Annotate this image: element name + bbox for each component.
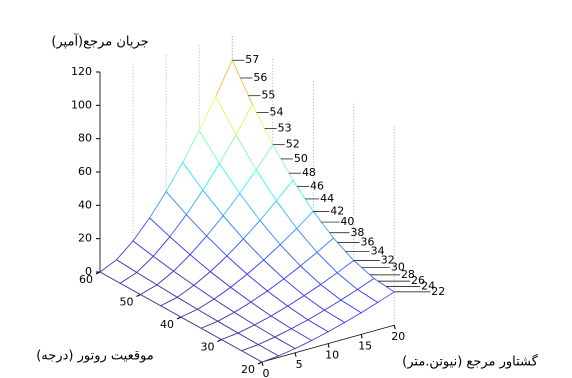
- edge-label: 36: [361, 236, 375, 249]
- edge-label: 50: [294, 152, 308, 165]
- y-tick-label: 50: [120, 296, 134, 309]
- z-tick-label: 100: [71, 98, 92, 111]
- edge-label: 38: [350, 226, 364, 239]
- z-tick-label: 20: [78, 232, 92, 245]
- edge-label: 54: [270, 106, 284, 119]
- edge-label: 30: [391, 261, 405, 274]
- edge-label: 55: [261, 89, 275, 102]
- x-tick-label: 10: [325, 349, 339, 362]
- edge-label: 46: [310, 180, 324, 193]
- x-tick: [360, 334, 363, 339]
- z-tick-label: 60: [78, 165, 92, 178]
- edge-label: 28: [401, 268, 415, 281]
- x-tick: [327, 343, 330, 348]
- y-tick-label: 20: [241, 363, 255, 376]
- x-tick-label: 15: [358, 339, 372, 352]
- edge-label: 40: [340, 215, 354, 228]
- edge-label: 52: [286, 138, 300, 151]
- y-tick: [176, 316, 182, 320]
- y-tick: [257, 361, 263, 365]
- y-tick-label: 30: [201, 341, 215, 354]
- x-tick: [294, 352, 297, 357]
- x-tick: [393, 325, 396, 330]
- edge-label: 44: [320, 192, 334, 205]
- surface-cell: [240, 344, 280, 363]
- edge-label: 26: [411, 274, 425, 287]
- y-tick-label: 40: [160, 318, 174, 331]
- edge-label: 53: [278, 122, 292, 135]
- y-tick-label: 60: [79, 273, 93, 286]
- x-tick-label: 0: [263, 367, 270, 378]
- y-tick: [95, 271, 101, 275]
- z-tick-label: 0: [85, 265, 92, 278]
- z-tick-label: 40: [78, 198, 92, 211]
- edge-label: 42: [330, 204, 344, 217]
- chart-title: جریان مرجع(آمپر): [51, 33, 148, 50]
- edge-label: 48: [302, 166, 316, 179]
- edge-label: 32: [381, 254, 395, 267]
- z-tick-label: 80: [78, 132, 92, 145]
- edge-label: 57: [245, 53, 259, 66]
- x-tick-label: 5: [296, 358, 303, 371]
- x-tick-label: 20: [391, 330, 405, 343]
- x-axis-label: گشتاور مرجع (نیوتن.متر): [402, 354, 538, 370]
- y-axis-label: موقعیت روتور (درجه): [36, 349, 154, 364]
- z-tick-label: 120: [71, 65, 92, 78]
- edge-label: 22: [431, 285, 445, 298]
- y-tick: [217, 339, 222, 342]
- edge-label: 56: [253, 71, 267, 84]
- y-tick: [136, 294, 141, 297]
- edge-label: 34: [371, 245, 385, 258]
- edge-label: 24: [421, 280, 435, 293]
- x-tick: [261, 361, 264, 367]
